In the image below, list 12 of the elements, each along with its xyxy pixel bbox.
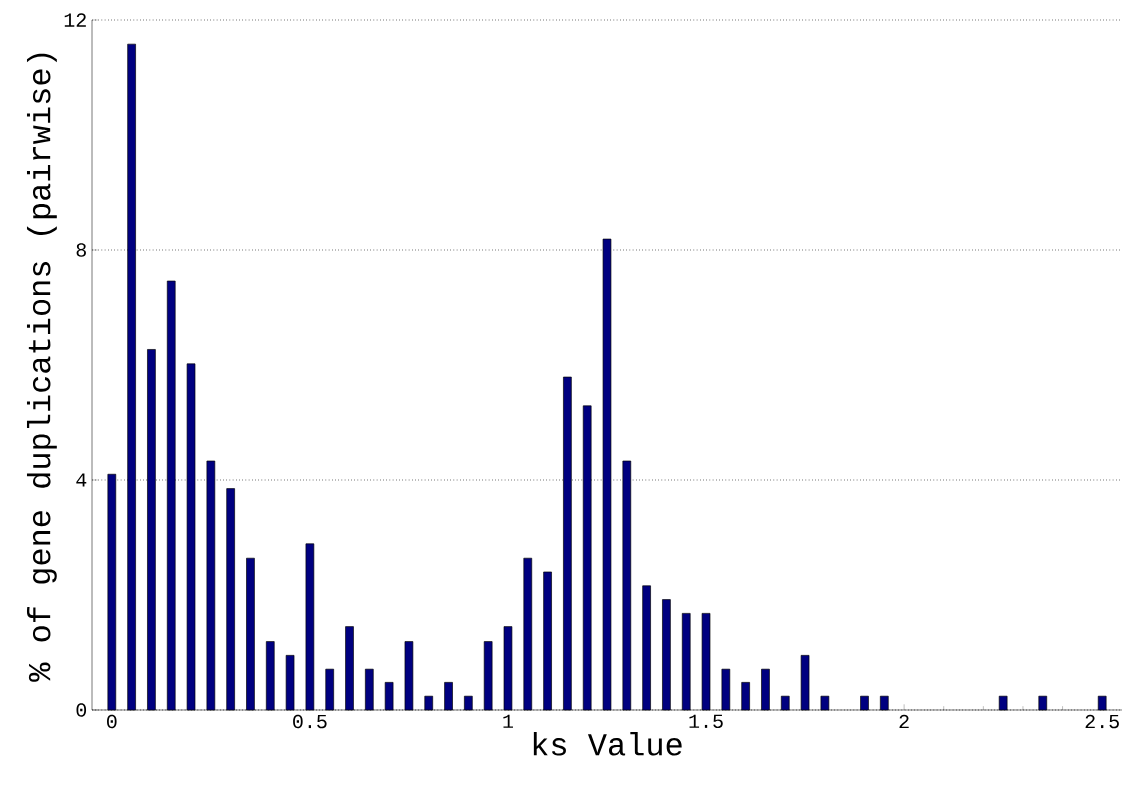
x-tick-label: 1 (503, 714, 513, 728)
x-tick-label: 2.5 (1085, 714, 1119, 729)
y-axis-title: % of gene duplications (pairwise) (26, 53, 57, 682)
x-tick-label: 2 (899, 714, 909, 729)
x-tick-label: 0 (107, 714, 117, 729)
y-tick-label: 8 (76, 243, 86, 257)
x-axis-title: ks Value (533, 732, 682, 756)
y-tick-label: 12 (64, 13, 86, 27)
x-tick-label: 1.5 (689, 714, 723, 729)
y-tick-label: 4 (76, 473, 87, 487)
y-tick-label: 0 (76, 703, 87, 717)
x-tick-label: 0.5 (293, 714, 327, 729)
